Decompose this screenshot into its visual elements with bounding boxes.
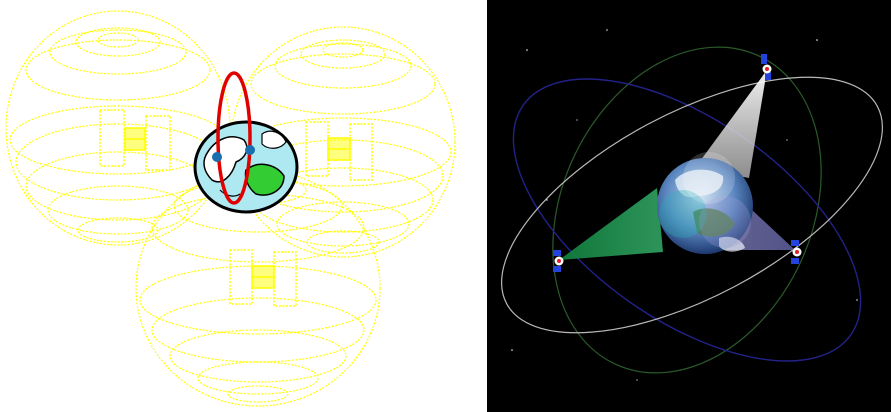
coverage-sphere (6, 11, 230, 245)
ground-station-marker (245, 145, 255, 155)
coverage-sphere-svg (0, 0, 470, 412)
ground-station-marker (212, 152, 222, 162)
orbital-render (487, 0, 891, 412)
satellite-icon (791, 240, 802, 264)
satellite-icon (100, 110, 170, 170)
coverage-sphere-diagram (0, 0, 470, 412)
coverage-beam (559, 188, 663, 260)
earth-icon (195, 122, 297, 212)
satellite-icon (553, 250, 564, 272)
satellite-icon (306, 122, 372, 180)
orbital-render-svg (487, 0, 891, 412)
